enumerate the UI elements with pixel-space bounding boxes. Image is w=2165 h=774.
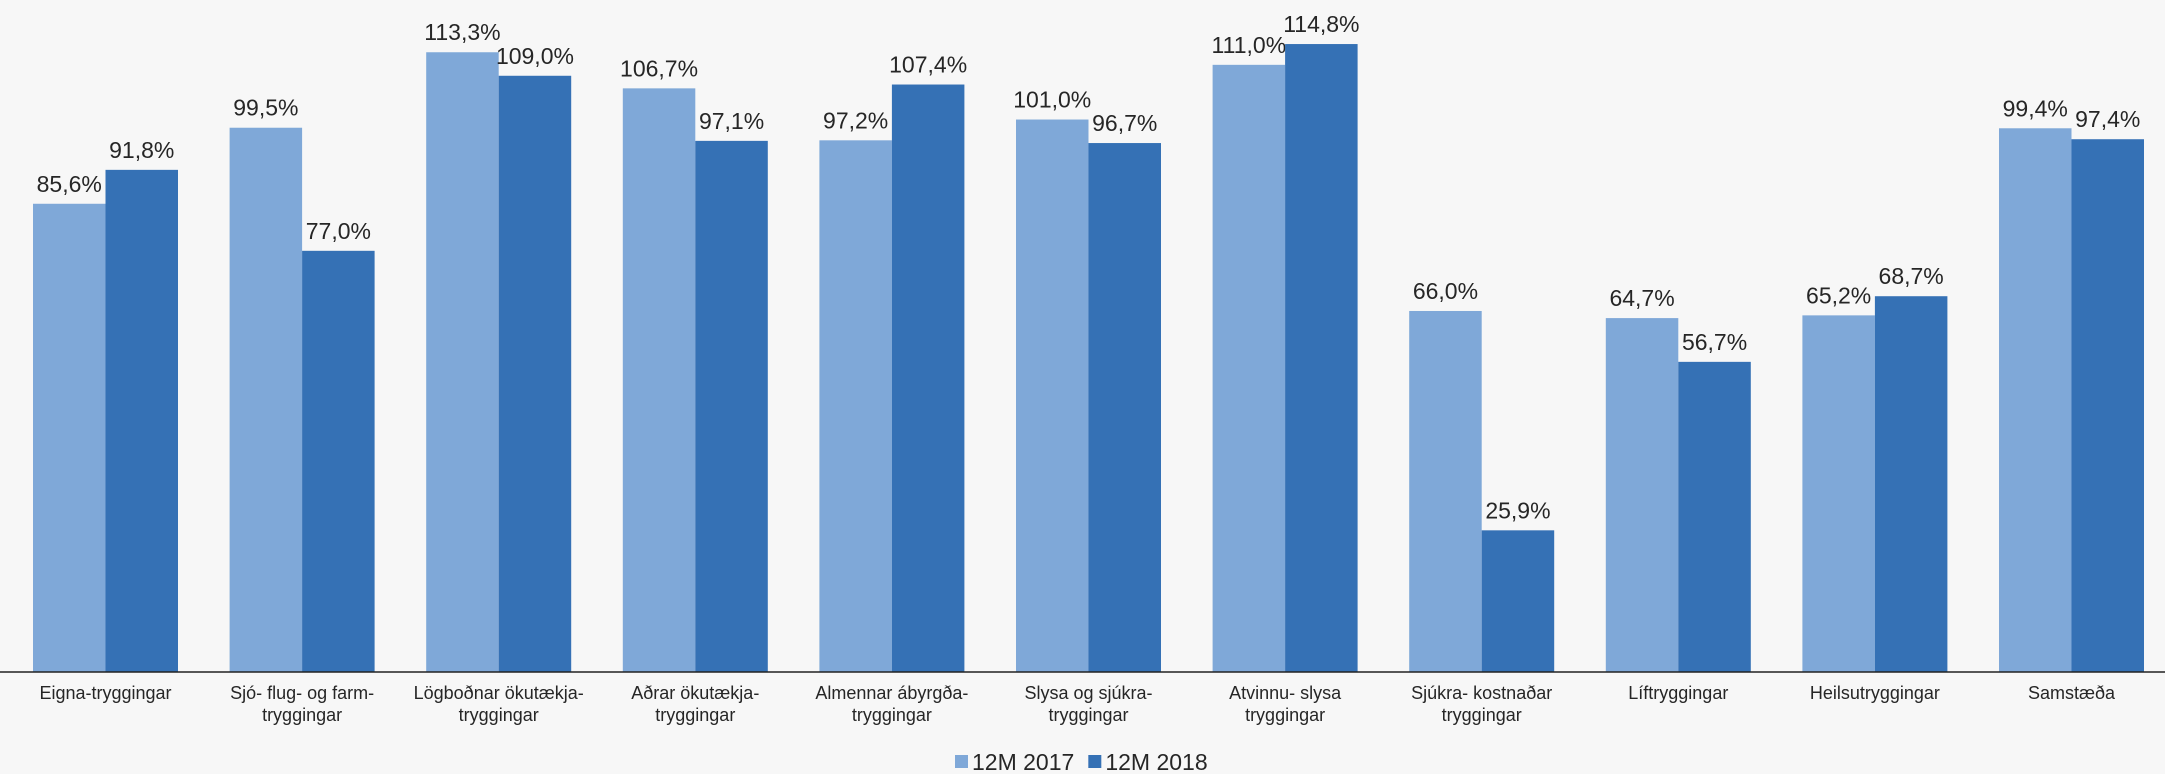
bar: [1999, 128, 2072, 673]
value-label: 114,8%: [1283, 11, 1359, 37]
x-tick-label: tryggingar: [1048, 705, 1128, 725]
bar: [1481, 530, 1555, 672]
bar: [1088, 143, 1161, 672]
value-label: 101,0%: [1013, 87, 1091, 113]
value-label: 56,7%: [1682, 329, 1747, 355]
value-label: 107,4%: [889, 52, 967, 78]
value-label: 66,0%: [1413, 278, 1478, 304]
x-tick-label: tryggingar: [1442, 705, 1522, 725]
x-tick-label: Heilsutryggingar: [1810, 683, 1940, 703]
value-label: 96,7%: [1092, 110, 1157, 136]
x-tick-label: tryggingar: [852, 705, 932, 725]
bar: [1212, 64, 1286, 672]
x-tick-label: Eigna-tryggingar: [39, 683, 171, 703]
value-label: 25,9%: [1485, 497, 1550, 523]
bar: [33, 203, 106, 672]
value-label: 99,5%: [233, 95, 298, 121]
value-label: 77,0%: [306, 218, 371, 244]
bar: [1409, 310, 1482, 672]
x-tick-label: tryggingar: [1245, 705, 1325, 725]
value-label: 64,7%: [1609, 285, 1674, 311]
value-label: 106,7%: [620, 55, 698, 81]
x-tick-label: Sjúkra- kostnaðar: [1411, 683, 1552, 703]
bar: [622, 88, 696, 672]
bar: [819, 140, 892, 673]
bar: [302, 250, 375, 672]
bar: [229, 127, 303, 673]
bar: [1874, 296, 1948, 672]
value-label: 109,0%: [496, 43, 574, 69]
value-label: 99,4%: [2003, 95, 2068, 121]
legend-swatch: [1088, 755, 1102, 768]
bar: [695, 140, 768, 672]
bar: [105, 169, 178, 672]
bar: [426, 52, 499, 672]
x-tick-label: Sjó- flug- og farm-: [230, 683, 374, 703]
value-label: 91,8%: [109, 137, 174, 163]
bar: [1605, 318, 1679, 672]
x-tick-label: tryggingar: [655, 705, 735, 725]
x-tick-label: Atvinnu- slysa: [1229, 683, 1342, 703]
legend-label: 12M 2018: [1105, 749, 1207, 774]
x-tick-label: Aðrar ökutækja-: [631, 683, 759, 703]
value-label: 97,1%: [699, 108, 764, 134]
x-tick-label: Samstæða: [2028, 683, 2116, 703]
bar: [1802, 315, 1875, 672]
value-label: 113,3%: [424, 19, 500, 45]
value-label: 97,4%: [2075, 106, 2140, 132]
bar: [498, 75, 572, 672]
x-tick-label: Almennar ábyrgða-: [815, 683, 968, 703]
value-label: 65,2%: [1806, 282, 1871, 308]
bar: [1678, 361, 1751, 672]
value-label: 111,0%: [1212, 32, 1287, 58]
bar: [891, 84, 965, 673]
x-tick-label: Slysa og sjúkra-: [1024, 683, 1152, 703]
x-tick-label: Lögboðnar ökutækja-: [414, 683, 584, 703]
x-tick-label: tryggingar: [262, 705, 342, 725]
legend-label: 12M 2017: [972, 749, 1074, 774]
legend-swatch: [955, 755, 968, 768]
bar: [1016, 119, 1089, 672]
bar: [1285, 44, 1358, 672]
x-tick-label: tryggingar: [459, 705, 539, 725]
value-label: 85,6%: [37, 171, 102, 197]
x-tick-label: Líftryggingar: [1628, 683, 1728, 703]
value-label: 97,2%: [823, 107, 888, 133]
bar: [2071, 139, 2144, 673]
value-label: 68,7%: [1879, 263, 1944, 289]
